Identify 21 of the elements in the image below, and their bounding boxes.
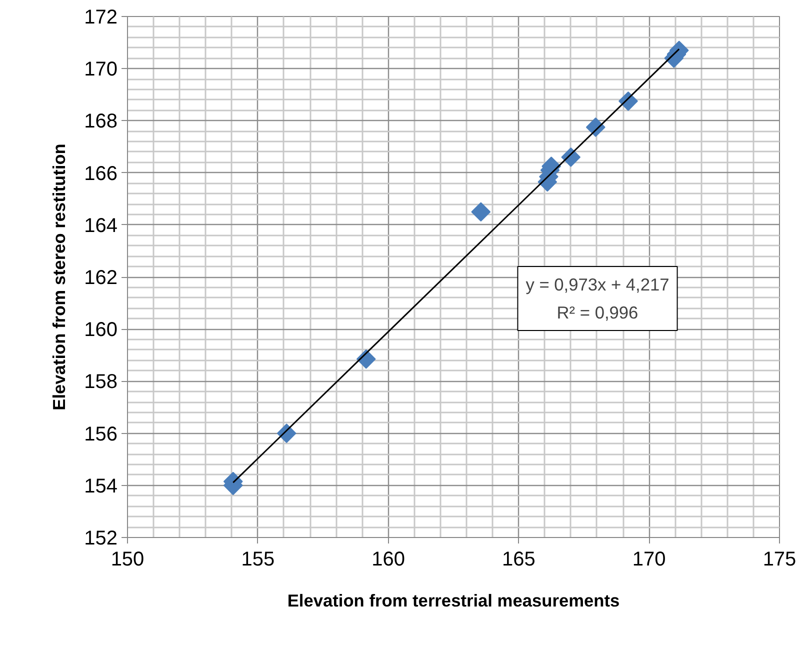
y-tick-label: 164 [84,214,118,237]
x-tick-label: 155 [241,548,275,570]
x-tick-label: 165 [502,548,536,570]
y-tick-label: 158 [84,371,118,394]
x-tick-label: 150 [110,548,144,570]
x-axis-title: Elevation from terrestrial measurements [287,590,620,610]
x-tick-label: 170 [632,548,666,570]
x-tick-label: 160 [372,548,405,570]
y-axis-title: Elevation from stereo restitution [49,144,70,410]
y-tick-label: 172 [84,6,118,28]
annotation: y = 0,973x + 4,217 R² = 0,996 [526,274,670,322]
y-tick-label: 152 [84,528,118,550]
y-tick-label: 168 [84,110,118,133]
y-tick-label: 154 [84,475,118,498]
y-tick-label: 166 [84,162,118,185]
y-tick-label: 156 [84,423,118,446]
y-tick-label: 170 [84,58,118,81]
y-tick-label: 160 [84,319,118,342]
y-tick-label: 162 [84,267,118,289]
point [471,202,491,222]
x-tick-label: 175 [762,548,796,570]
